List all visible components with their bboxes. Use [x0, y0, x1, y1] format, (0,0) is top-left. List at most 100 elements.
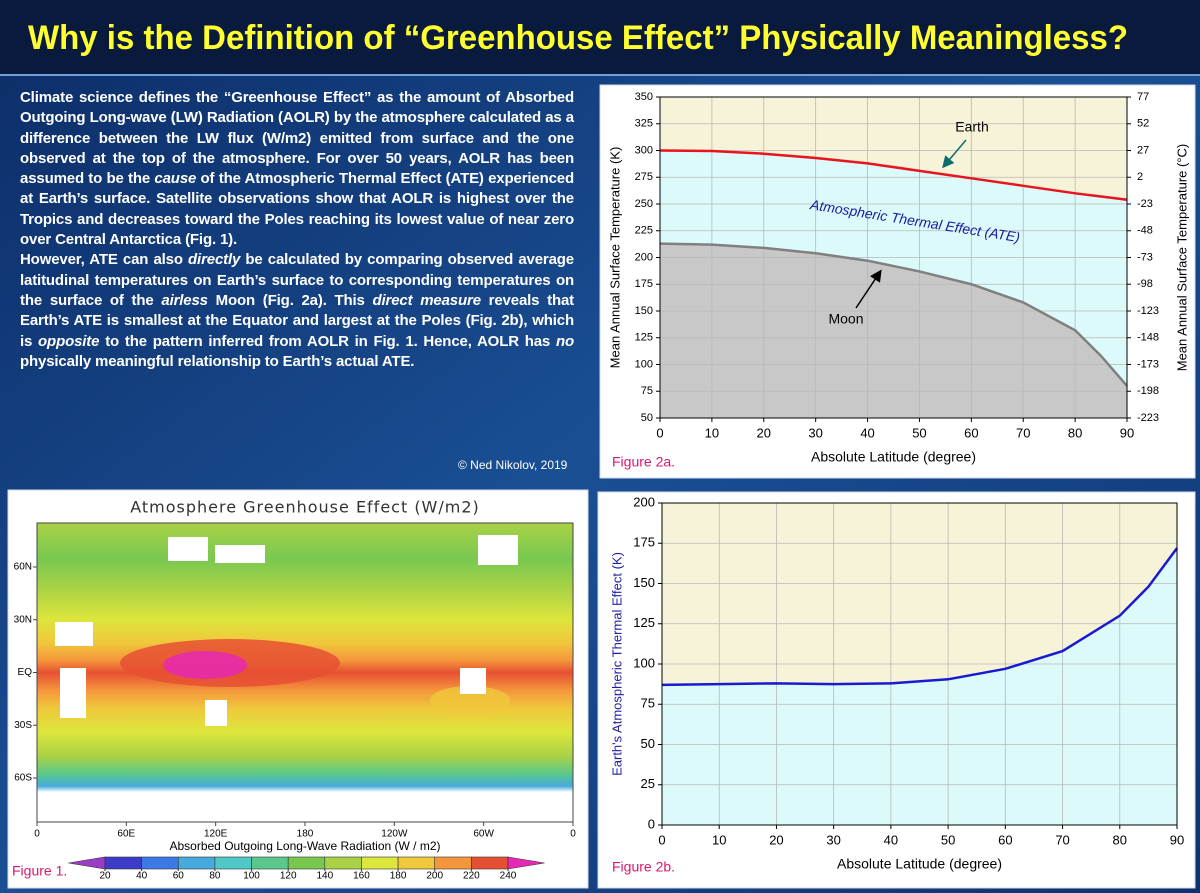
map-missing	[478, 535, 518, 565]
text-run: be calculated by comparing observed aver…	[20, 251, 574, 309]
series-line	[659, 242, 1128, 387]
y-tick-label: 175	[635, 278, 653, 290]
x-axis-label: Absolute Latitude (degree)	[837, 856, 1002, 872]
x-tick-label: 30	[826, 832, 840, 847]
y2-axis-label: Mean Annual Surface Temperature (°C)	[1174, 144, 1189, 372]
x-tick-label: 10	[712, 832, 726, 847]
y2-tick-label: 77	[1137, 91, 1149, 103]
map-missing	[168, 537, 208, 561]
colorbar-segment	[251, 856, 289, 870]
x-axis-label: Absorbed Outgoing Long-Wave Radiation (W…	[169, 839, 440, 853]
colorbar-segment	[104, 856, 142, 870]
y-tick-label: 100	[635, 358, 653, 370]
y2-tick-label: -148	[1137, 332, 1159, 344]
text-run: Climate science defines the “Greenhouse …	[20, 89, 574, 188]
y2-tick-label: -173	[1137, 358, 1159, 370]
x-tick-label: 90	[1170, 832, 1184, 847]
colorbar-segment	[177, 856, 216, 870]
colorbar-tick-label: 240	[500, 871, 517, 882]
map-missing	[60, 668, 86, 718]
y2-tick-label: 2	[1137, 171, 1143, 183]
x-tick-label: 0	[570, 829, 576, 840]
body-text: Climate science defines the “Greenhouse …	[20, 88, 574, 372]
x-tick-label: 20	[769, 832, 783, 847]
y-tick-label: 350	[635, 91, 653, 103]
text-run: to the pattern inferred from AOLR in Fig…	[99, 332, 556, 350]
y-tick-label: 100	[633, 655, 655, 670]
text-run: no	[555, 332, 574, 350]
y-tick-label: 225	[635, 225, 653, 237]
x-axis-label: Absolute Latitude (degree)	[811, 449, 976, 465]
y-tick-label: 75	[641, 696, 655, 711]
y-tick-label: 325	[635, 118, 653, 130]
y-tick-label: 250	[635, 198, 653, 210]
x-tick-label: 10	[705, 425, 719, 440]
x-tick-label: 50	[912, 425, 926, 440]
text-run: cause	[154, 170, 197, 188]
map-title: Atmosphere Greenhouse Effect (W/m2)	[130, 498, 480, 517]
plot-frame	[661, 502, 1178, 826]
y-tick-label: 30S	[14, 720, 32, 731]
map-missing	[215, 545, 265, 563]
colorbar-segment	[214, 856, 252, 870]
text-run: reveals that Earth’s ATE is smallest at …	[20, 291, 575, 350]
y-tick-label: 125	[633, 615, 655, 630]
text-run: However, ATE can also	[20, 251, 189, 269]
colorbar-segment	[141, 856, 179, 870]
x-tick-label: 80	[1113, 832, 1127, 847]
series-label: Moon	[828, 311, 863, 327]
colorbar-segment	[434, 856, 472, 870]
text-run: physically meaningful relationship to Ea…	[20, 352, 415, 370]
x-tick-label: 120W	[381, 829, 408, 840]
map-missing	[460, 668, 486, 694]
area-fill	[660, 243, 1127, 418]
y-axis-label: Mean Annual Surface Temperature (K)	[607, 147, 622, 369]
x-tick-label: 60	[998, 832, 1012, 847]
x-tick-label: 70	[1016, 425, 1030, 440]
y-tick-label: 60N	[14, 562, 32, 573]
map-region	[430, 686, 510, 714]
series-line	[659, 149, 1128, 201]
annotation-arrows	[855, 139, 967, 309]
figure-label: Figure 1.	[12, 863, 67, 879]
y2-tick-label: 52	[1137, 118, 1149, 130]
colorbar-tick-label: 40	[136, 871, 148, 882]
y2-tick-label: 27	[1137, 144, 1149, 156]
x-tick-label: 50	[941, 832, 955, 847]
colorbar-segment	[361, 856, 399, 870]
y-tick-label: 175	[633, 535, 655, 550]
x-tick-label: 60W	[473, 829, 494, 840]
text-run: directly	[188, 251, 241, 269]
x-tick-label: 20	[757, 425, 771, 440]
area-fill	[662, 548, 1177, 825]
y-tick-label: 50	[641, 736, 655, 751]
series-label: Earth	[955, 119, 988, 135]
x-tick-label: 70	[1055, 832, 1069, 847]
y-tick-label: 60S	[14, 773, 32, 784]
x-tick-label: 40	[860, 425, 874, 440]
y-tick-label: 25	[641, 776, 655, 791]
page-title: Why is the Definition of “Greenhouse Eff…	[28, 19, 1128, 57]
map-missing	[55, 622, 93, 646]
paragraph: However, ATE can also directly be calcul…	[20, 250, 574, 372]
y2-tick-label: -48	[1137, 225, 1153, 237]
plot-frame	[659, 96, 1128, 419]
y-tick-label: 275	[635, 171, 653, 183]
arrow-earth	[942, 139, 967, 169]
map-missing	[205, 700, 227, 726]
colorbar-end	[507, 856, 545, 870]
colorbar-tick-label: 80	[209, 871, 221, 882]
paragraph: Climate science defines the “Greenhouse …	[20, 88, 574, 250]
figure-label: Figure 2a.	[612, 454, 675, 470]
x-tick-label: 80	[1068, 425, 1082, 440]
map-warm-pool	[163, 651, 247, 679]
colorbar-tick-label: 100	[243, 871, 260, 882]
colorbar-tick-label: 180	[390, 871, 407, 882]
series-line	[661, 547, 1179, 687]
header-bar	[0, 0, 1200, 74]
text-run: of the Atmospheric Thermal Effect (ATE) …	[20, 170, 575, 249]
y2-tick-label: -198	[1137, 385, 1159, 397]
y-tick-label: 300	[635, 144, 653, 156]
y2-tick-label: -98	[1137, 278, 1153, 290]
